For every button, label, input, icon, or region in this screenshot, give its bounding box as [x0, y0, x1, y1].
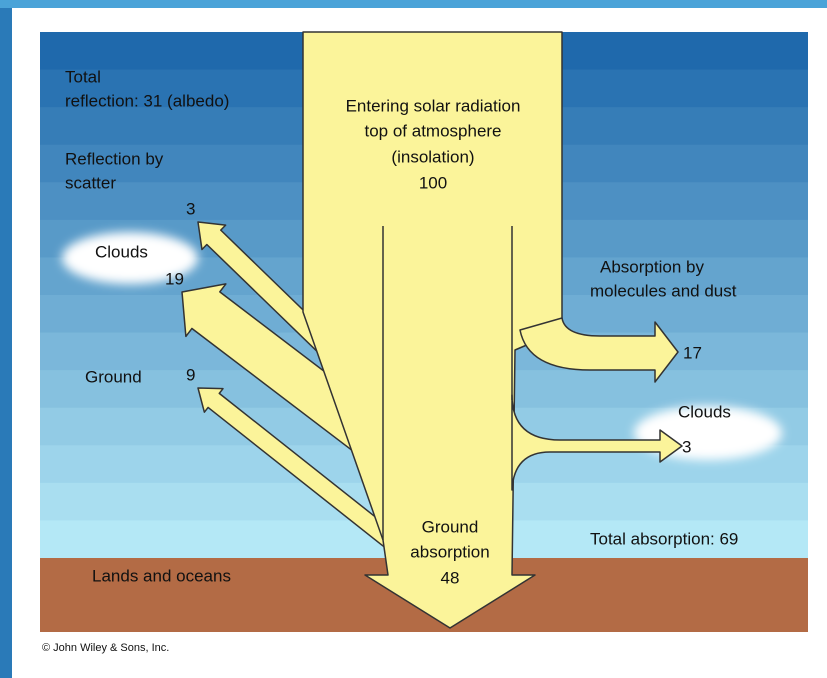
label: molecules and dust: [590, 281, 737, 300]
label: Ground: [85, 367, 142, 386]
credit: © John Wiley & Sons, Inc.: [42, 642, 169, 654]
label: scatter: [65, 173, 116, 192]
value: 3: [186, 199, 195, 218]
arrow-molecules: [519, 317, 679, 383]
label: top of atmosphere: [364, 121, 501, 140]
value: 3: [682, 437, 691, 456]
label: reflection: 31 (albedo): [65, 91, 229, 110]
main-beam: [302, 31, 563, 629]
arrow-clouds-absorption: [511, 394, 683, 491]
label: Entering solar radiation: [346, 96, 521, 115]
label: 100: [419, 173, 447, 192]
value: 17: [683, 343, 702, 362]
label: absorption: [410, 542, 489, 561]
label: Total absorption: 69: [590, 529, 738, 548]
value: 9: [186, 365, 195, 384]
frame-top: [0, 0, 827, 8]
frame-left: [0, 0, 12, 678]
label: Reflection by: [65, 149, 164, 168]
label: (insolation): [391, 147, 474, 166]
label: Total: [65, 67, 101, 86]
reflection-arrow: [197, 387, 397, 548]
reflection-arrow: [197, 221, 338, 358]
label: Absorption by: [600, 257, 704, 276]
label: Clouds: [95, 242, 148, 261]
cloud-left: [62, 232, 198, 284]
value: 48: [441, 568, 460, 587]
label: Lands and oceans: [92, 566, 231, 585]
value: 19: [165, 269, 184, 288]
label: Clouds: [678, 402, 731, 421]
label: Ground: [422, 517, 479, 536]
